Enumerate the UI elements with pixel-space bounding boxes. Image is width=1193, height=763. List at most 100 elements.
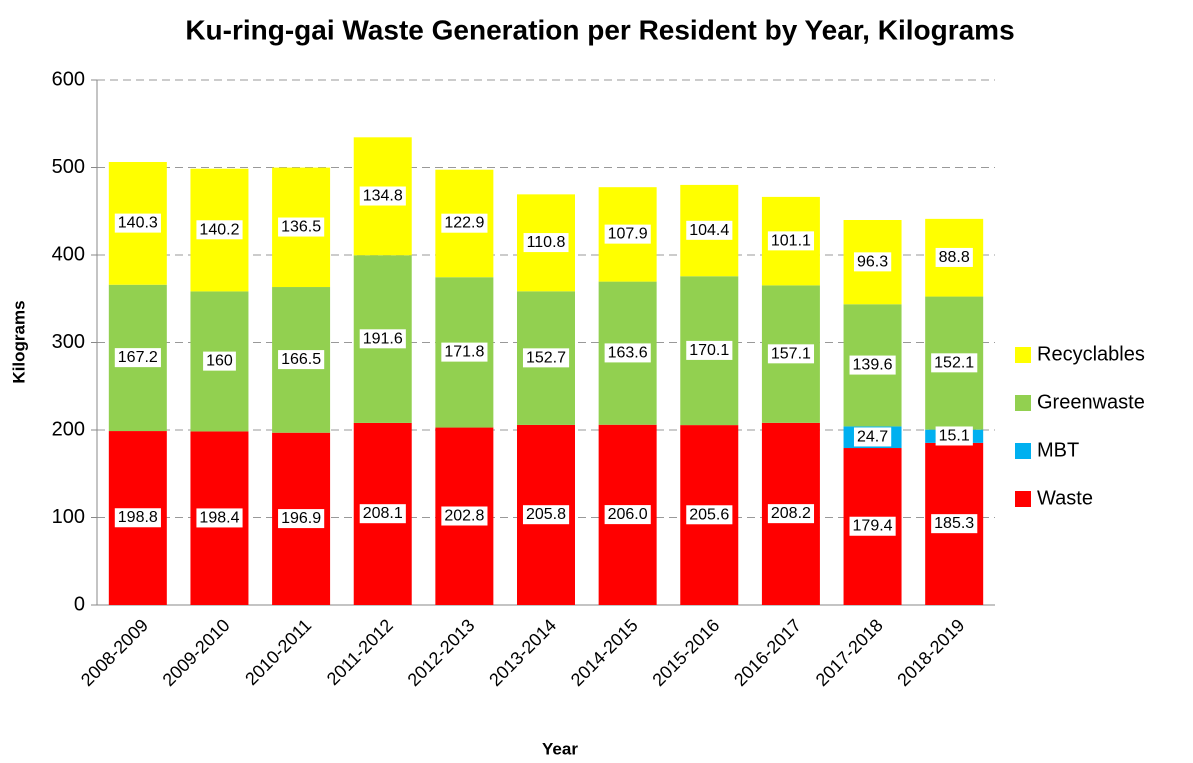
data-label: 136.5 (281, 219, 321, 236)
data-label-bg (278, 509, 325, 529)
data-label-bg (203, 351, 236, 371)
y-tick-label: 500 (52, 156, 85, 178)
data-label-bg (278, 217, 325, 237)
x-tick-label: 2018-2019 (893, 615, 968, 690)
data-label: 24.7 (857, 428, 888, 445)
data-label-bg (114, 508, 161, 528)
data-label: 107.9 (608, 226, 648, 243)
data-label-bg (196, 508, 243, 528)
data-label: 101.1 (771, 232, 811, 249)
data-label-bg (853, 427, 892, 447)
data-label: 152.7 (526, 349, 566, 366)
data-label-bg (686, 220, 733, 240)
y-tick-label: 600 (52, 68, 85, 90)
data-label-bg (441, 342, 488, 362)
x-axis-label: Year (542, 739, 578, 758)
data-label: 171.8 (444, 344, 484, 361)
data-label: 140.2 (199, 221, 239, 238)
data-label-bg (114, 213, 161, 233)
data-label-bg (522, 505, 570, 525)
data-label-bg (278, 350, 325, 370)
data-label-bg (359, 504, 406, 524)
data-label-bg (686, 505, 733, 525)
data-label: 198.8 (118, 509, 158, 526)
legend-label: Waste (1037, 487, 1093, 509)
legend-label: Greenwaste (1037, 391, 1145, 413)
data-label-bg (931, 514, 978, 534)
data-label: 160 (206, 353, 233, 370)
data-label-bg (935, 247, 973, 267)
data-label-bg (849, 516, 896, 536)
data-label-bg (523, 233, 569, 253)
data-label-bg (522, 348, 570, 368)
y-tick-label: 0 (74, 593, 85, 615)
legend-swatch (1015, 347, 1031, 363)
data-label: 185.3 (934, 515, 974, 532)
data-label: 122.9 (444, 215, 484, 232)
data-label-bg (931, 353, 978, 373)
data-label: 163.6 (608, 344, 648, 361)
data-label-bg (767, 504, 815, 524)
y-tick-label: 300 (52, 331, 85, 353)
data-label: 104.4 (689, 222, 729, 239)
legend-swatch (1015, 395, 1031, 411)
x-tick-label: 2008-2009 (77, 615, 152, 690)
x-tick-label: 2013-2014 (485, 615, 560, 690)
y-tick-label: 400 (52, 243, 85, 265)
x-tick-label: 2011-2012 (323, 615, 397, 689)
data-label: 196.9 (281, 510, 321, 527)
data-label: 157.1 (771, 345, 811, 362)
data-label-bg (196, 220, 243, 240)
data-label: 167.2 (118, 349, 158, 366)
x-tick-label: 2012-2013 (404, 615, 479, 690)
legend-swatch (1015, 443, 1031, 459)
data-label: 205.6 (689, 506, 729, 523)
data-label: 198.4 (199, 509, 239, 526)
data-label: 134.8 (363, 188, 403, 205)
data-label-bg (359, 186, 406, 206)
data-label-bg (686, 340, 733, 360)
x-tick-label: 2016-2017 (730, 615, 805, 690)
y-tick-label: 100 (52, 506, 85, 528)
x-tick-label: 2017-2018 (812, 615, 887, 690)
data-label: 179.4 (853, 518, 893, 535)
data-label: 140.3 (118, 215, 158, 232)
data-label: 110.8 (527, 234, 566, 251)
data-label-bg (441, 213, 488, 233)
x-tick-label: 2010-2011 (241, 615, 315, 689)
chart-title: Ku-ring-gai Waste Generation per Residen… (185, 14, 1014, 45)
data-label-bg (935, 426, 973, 446)
data-label-bg (441, 506, 488, 526)
data-label: 191.6 (363, 330, 403, 347)
data-label: 88.8 (939, 249, 970, 266)
data-label: 170.1 (689, 342, 729, 359)
x-tick-label: 2015-2016 (648, 615, 723, 690)
legend-label: Recyclables (1037, 343, 1145, 365)
data-label: 206.0 (608, 506, 648, 523)
data-label-bg (767, 231, 815, 251)
legend-swatch (1015, 491, 1031, 507)
data-label: 139.6 (853, 357, 893, 374)
data-label: 152.1 (934, 354, 974, 371)
y-axis-label: Kilograms (9, 300, 28, 383)
y-tick-label: 200 (52, 418, 85, 440)
data-label: 96.3 (857, 253, 888, 270)
data-label-bg (604, 224, 651, 244)
data-label: 15.1 (939, 427, 970, 444)
data-label-bg (114, 348, 161, 368)
data-label-bg (849, 355, 896, 375)
data-label-bg (604, 343, 651, 363)
data-label-bg (853, 252, 892, 272)
data-label-bg (359, 329, 406, 349)
data-label: 208.1 (363, 505, 403, 522)
legend-label: MBT (1037, 439, 1079, 461)
data-label: 208.2 (771, 505, 811, 522)
data-label-bg (604, 505, 651, 525)
x-tick-label: 2014-2015 (567, 615, 642, 690)
x-tick-label: 2009-2010 (159, 615, 234, 690)
data-label-bg (767, 344, 815, 364)
data-label: 205.8 (526, 506, 566, 523)
data-label: 166.5 (281, 351, 321, 368)
data-label: 202.8 (444, 507, 484, 524)
